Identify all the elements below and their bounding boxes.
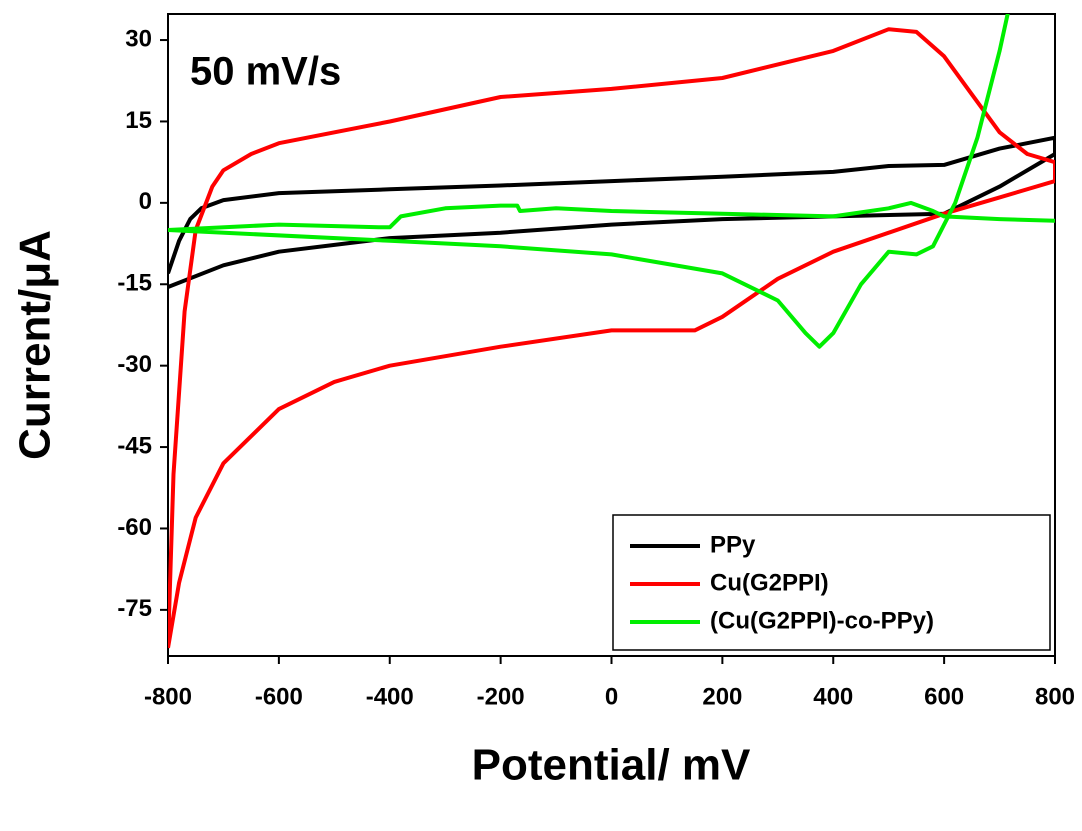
x-tick-label: 600	[924, 683, 964, 710]
x-tick-label: 200	[702, 683, 742, 710]
series-line	[168, 27, 1055, 649]
y-tick-label: 30	[125, 25, 152, 52]
x-tick-label: 800	[1035, 683, 1075, 710]
legend-label: (Cu(G2PPI)-co-PPy)	[710, 607, 934, 634]
x-tick-label: -200	[477, 683, 525, 710]
x-tick-label: 400	[813, 683, 853, 710]
y-tick-label: 15	[125, 107, 152, 134]
legend-label: PPy	[710, 531, 756, 558]
y-tick-label: -45	[117, 432, 152, 459]
x-tick-label: -600	[255, 683, 303, 710]
y-tick-label: 0	[139, 188, 152, 215]
y-axis-label: Current/μA	[11, 230, 60, 460]
legend-label: Cu(G2PPI)	[710, 569, 829, 596]
x-tick-label: -400	[366, 683, 414, 710]
y-tick-label: -60	[117, 514, 152, 541]
y-tick-label: -75	[117, 595, 152, 622]
plot-area	[168, 14, 1055, 649]
y-tick-label: -30	[117, 351, 152, 378]
series-line	[168, 14, 1055, 349]
x-axis-label: Potential/ mV	[472, 741, 751, 790]
x-tick-label: 0	[605, 683, 618, 710]
y-tick-label: -15	[117, 270, 152, 297]
annotation: 50 mV/s	[190, 50, 341, 94]
x-tick-label: -800	[144, 683, 192, 710]
